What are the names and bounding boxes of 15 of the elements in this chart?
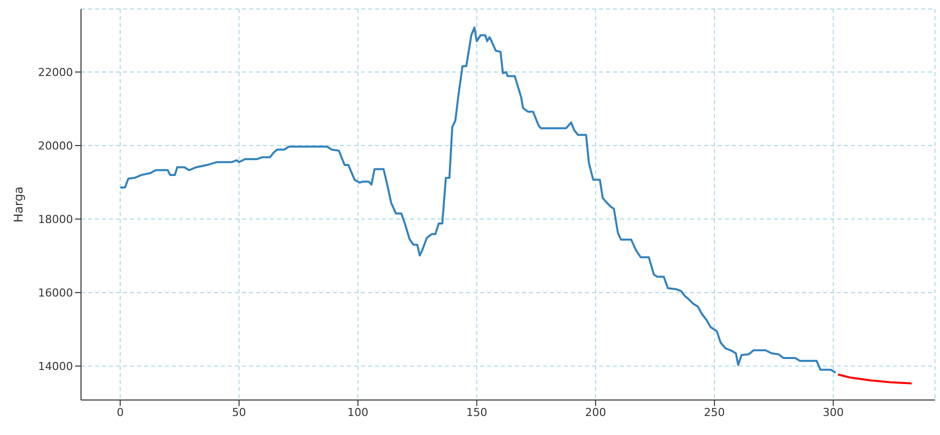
x-tick-label: 150 — [466, 406, 488, 419]
x-tick-label: 200 — [585, 406, 606, 419]
line-series — [119, 26, 837, 374]
x-tick-label: 50 — [232, 406, 246, 419]
x-tick-label: 300 — [822, 406, 844, 419]
y-tick-label: 20000 — [38, 139, 73, 152]
y-tick-label: 18000 — [38, 212, 73, 226]
y-tick-label: 14000 — [38, 360, 73, 373]
line-series — [837, 374, 913, 384]
x-tick-label: 250 — [704, 406, 725, 419]
y-tick-label: 22000 — [38, 66, 73, 79]
x-tick-label: 0 — [116, 406, 124, 419]
y-tick-label: 16000 — [38, 286, 73, 300]
y-axis-title: Harga — [11, 186, 26, 223]
x-tick-label: 100 — [347, 406, 368, 419]
